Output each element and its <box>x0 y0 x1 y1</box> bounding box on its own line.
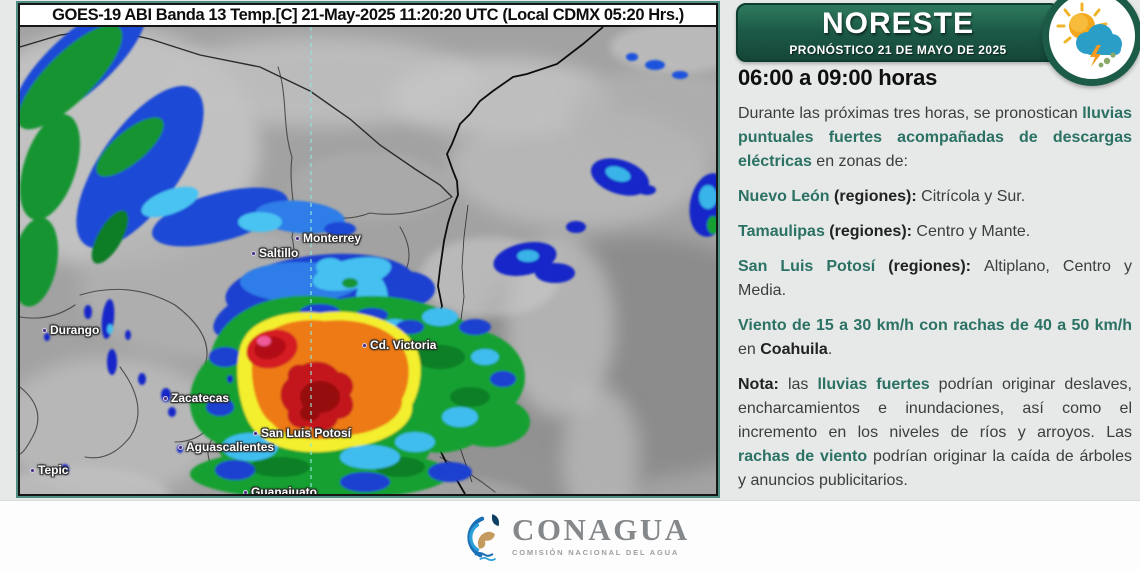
satellite-map-panel: GOES-19 ABI Banda 13 Temp.[C] 21-May-202… <box>18 3 718 496</box>
region-title: NORESTE <box>821 6 975 40</box>
time-range-heading: 06:00 a 09:00 horas <box>738 65 938 90</box>
region-header: NORESTE PRONÓSTICO 21 DE MAYO DE 2025 <box>736 3 1060 62</box>
brand-subtitle: COMISIÓN NACIONAL DEL AGUA <box>512 548 680 558</box>
footer-strip: CONAGUA COMISIÓN NACIONAL DEL AGUA <box>0 500 1140 570</box>
forecast-paragraph: Nota: las lluvias fuertes podrían origin… <box>738 376 1132 489</box>
forecast-text-block: Durante las próximas tres horas, se pron… <box>738 102 1132 504</box>
brand-name: CONAGUA <box>512 512 690 547</box>
radar-map-graphic <box>20 27 716 494</box>
weather-badge <box>1042 0 1140 86</box>
forecast-paragraph: San Luis Potosí (regiones): Altiplano, C… <box>738 258 1132 299</box>
conagua-logo-icon <box>467 514 499 561</box>
forecast-paragraph: Tamaulipas (regiones): Centro y Mante. <box>738 223 1031 240</box>
region-subtitle: PRONÓSTICO 21 DE MAYO DE 2025 <box>789 42 1007 57</box>
conagua-brand: CONAGUA COMISIÓN NACIONAL DEL AGUA <box>462 512 690 561</box>
radar-map: Monterrey Saltillo Cd. Victoria San Luis Po… <box>20 27 716 494</box>
forecast-paragraph: Nuevo León (regiones): Citrícola y Sur. <box>738 188 1026 205</box>
map-title: GOES-19 ABI Banda 13 Temp.[C] 21-May-202… <box>20 5 716 27</box>
forecast-paragraph: Durante las próximas tres horas, se pron… <box>738 105 1132 170</box>
sun-rain-lightning-icon <box>1056 2 1122 68</box>
forecast-paragraph: Viento de 15 a 30 km/h con rachas de 40 … <box>738 317 1132 358</box>
